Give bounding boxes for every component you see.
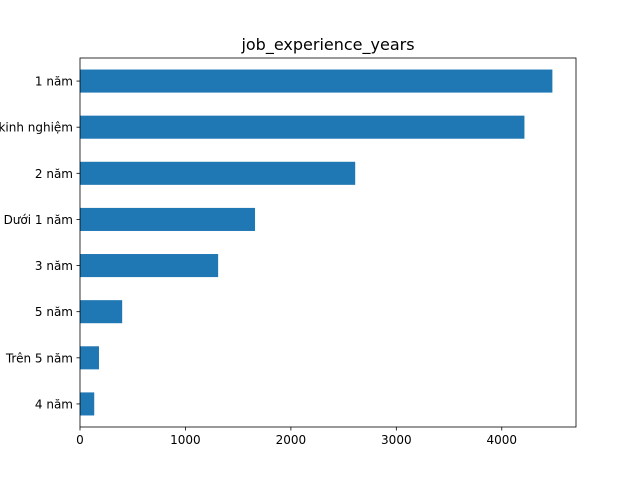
x-tick-label: 3000 xyxy=(381,433,412,447)
y-tick-label: 3 năm xyxy=(35,259,73,273)
axes-frame xyxy=(79,57,577,428)
y-tick-label: Trên 5 năm xyxy=(5,351,73,365)
y-tick-label: 4 năm xyxy=(35,397,73,411)
chart-title: job_experience_years xyxy=(240,35,414,55)
bar xyxy=(80,254,219,278)
bar xyxy=(80,300,123,324)
bar xyxy=(80,115,525,139)
bar xyxy=(80,207,256,231)
x-tick-label: 0 xyxy=(76,433,84,447)
x-tick-label: 4000 xyxy=(486,433,517,447)
y-tick-label: 1 năm xyxy=(35,75,73,89)
x-axis-ticks: 0 1000 2000 3000 4000 xyxy=(76,427,517,447)
y-tick-label: 5 năm xyxy=(35,305,73,319)
bar xyxy=(80,161,356,185)
x-tick-label: 1000 xyxy=(170,433,201,447)
bar xyxy=(80,69,553,93)
x-tick-label: 2000 xyxy=(276,433,307,447)
y-axis-ticks: 1 năm Không yêu cầu kinh nghiệm 2 năm Dưới … xyxy=(0,75,80,411)
bar xyxy=(80,346,99,370)
y-tick-label: 2 năm xyxy=(35,167,73,181)
y-tick-label: Không yêu cầu kinh nghiệm xyxy=(0,121,73,135)
bars-group xyxy=(80,69,553,416)
y-tick-label: Dưới 1 năm xyxy=(4,213,73,227)
bar xyxy=(80,392,95,416)
